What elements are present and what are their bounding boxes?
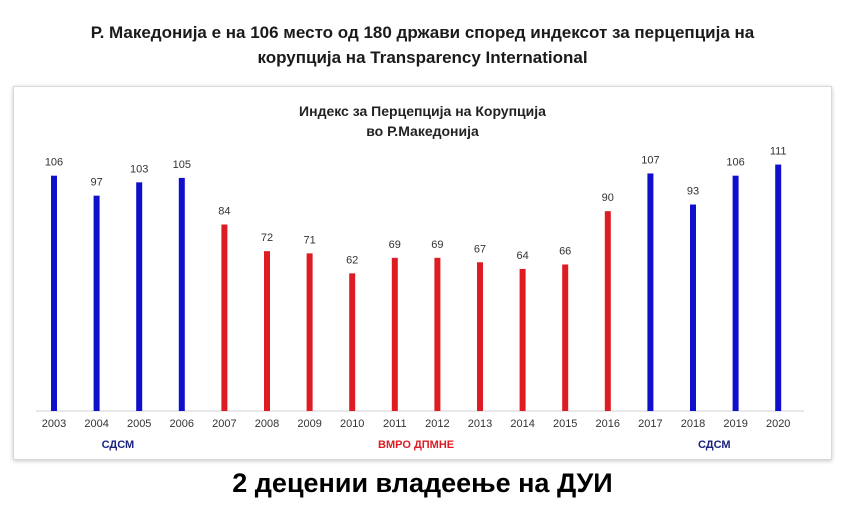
- headline: Р. Македонија е на 106 место од 180 држа…: [0, 20, 845, 70]
- tick-label-2015: 2015: [553, 418, 577, 430]
- chart-title-line-1: Индекс за Перцепција на Корупција: [299, 103, 546, 119]
- bar-2016: [604, 211, 611, 411]
- bar-2015: [562, 264, 569, 411]
- tick-label-2005: 2005: [127, 418, 151, 430]
- value-label-2012: 69: [431, 239, 443, 251]
- footer-caption: 2 децении владеење на ДУИ: [232, 468, 613, 498]
- bar-2004: [93, 195, 100, 411]
- value-label-2014: 64: [516, 250, 528, 262]
- bar-2008: [264, 251, 270, 411]
- group-label-1: СДСМ: [102, 439, 135, 451]
- value-label-2017: 107: [641, 154, 659, 166]
- bar-2007: [221, 224, 228, 411]
- bar-2005: [136, 182, 143, 411]
- bar-2017: [647, 173, 654, 411]
- tick-label-2013: 2013: [468, 418, 492, 430]
- value-label-2010: 62: [346, 254, 358, 266]
- tick-label-2019: 2019: [723, 418, 747, 430]
- chart-title-line-2: во Р.Македонија: [366, 123, 479, 139]
- chart-title: Индекс за Перцепција на Корупција во Р.М…: [14, 101, 831, 141]
- value-label-2018: 93: [687, 186, 699, 198]
- bar-2014: [519, 268, 526, 411]
- tick-label-2010: 2010: [340, 418, 364, 430]
- value-label-2015: 66: [559, 245, 571, 257]
- value-label-2016: 90: [602, 192, 614, 204]
- value-label-2008: 72: [261, 232, 273, 244]
- bar-2006: [178, 177, 185, 411]
- tick-label-2006: 2006: [170, 418, 194, 430]
- value-label-2006: 105: [173, 159, 191, 171]
- tick-label-2004: 2004: [84, 418, 108, 430]
- bar-2020: [775, 164, 782, 411]
- group-label-3: СДСМ: [698, 439, 731, 451]
- bar-2018: [690, 204, 696, 411]
- bar-2019: [732, 175, 739, 411]
- value-label-2011: 69: [389, 239, 401, 251]
- tick-label-2008: 2008: [255, 418, 279, 430]
- bar-2013: [477, 262, 483, 411]
- bar-2010: [349, 273, 356, 411]
- bar-2011: [391, 257, 398, 411]
- tick-label-2020: 2020: [766, 418, 790, 430]
- bar-chart: 106 2003 97 2004 103 2005 105 2006 84 2007 72 2008 7…: [36, 146, 804, 451]
- bar-2009: [306, 253, 313, 411]
- tick-label-2018: 2018: [681, 418, 705, 430]
- value-label-2019: 106: [726, 157, 744, 169]
- tick-label-2017: 2017: [638, 418, 662, 430]
- value-label-2009: 71: [303, 234, 315, 246]
- value-label-2020: 111: [770, 146, 787, 158]
- value-label-2003: 106: [45, 157, 63, 169]
- tick-label-2014: 2014: [510, 418, 534, 430]
- bar-2012: [434, 257, 441, 411]
- group-label-2: ВМРО ДПМНЕ: [378, 439, 454, 451]
- tick-label-2009: 2009: [297, 418, 321, 430]
- bar-2003: [51, 175, 57, 411]
- value-label-2005: 103: [130, 163, 148, 175]
- headline-line-1: Р. Македонија е на 106 место од 180 држа…: [90, 23, 755, 42]
- tick-label-2011: 2011: [383, 418, 407, 430]
- value-label-2007: 84: [218, 206, 230, 218]
- chart-frame: Индекс за Перцепција на Корупција во Р.М…: [13, 86, 832, 460]
- tick-label-2007: 2007: [212, 418, 236, 430]
- tick-label-2012: 2012: [425, 418, 449, 430]
- tick-label-2016: 2016: [596, 418, 620, 430]
- value-label-2013: 67: [474, 243, 486, 255]
- value-label-2004: 97: [90, 177, 102, 189]
- headline-line-2: корупција на Transparency International: [257, 48, 588, 67]
- tick-label-2003: 2003: [42, 418, 66, 430]
